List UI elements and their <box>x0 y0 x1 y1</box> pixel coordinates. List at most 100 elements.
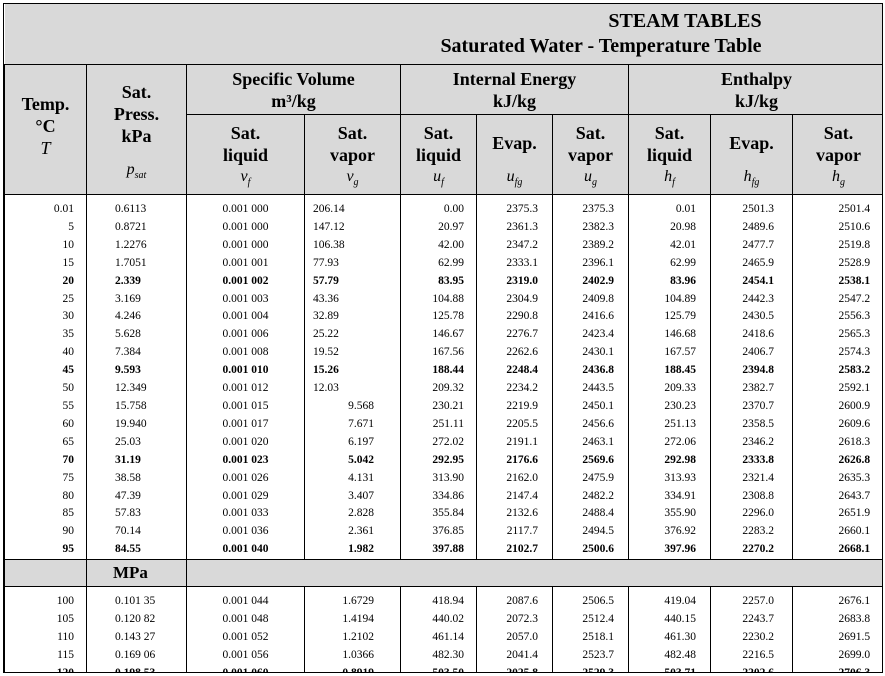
vg-cell: 7.671 <box>304 415 401 434</box>
hfg-cell: 2243.7 <box>710 611 793 629</box>
vg-symsub: g <box>353 177 359 188</box>
pressure-cell: 31.19 <box>86 451 187 470</box>
temp-cell: 30 <box>4 308 87 327</box>
uf-cell: 376.85 <box>400 523 477 542</box>
table-row: 100 0.101 35 0.001 044 1.6729 418.94 2087.6 25… <box>4 593 882 612</box>
ufg-cell: 2205.5 <box>476 415 553 434</box>
table-row: 5 0.8721 0.001 000 147.12 20.97 2361.3 2382.3 2… <box>4 218 882 237</box>
hf-cell: 251.13 <box>628 415 711 434</box>
ufg-header: Evap. ufg <box>476 114 553 195</box>
ug-cell: 2482.2 <box>552 487 629 506</box>
pressure-cell: 15.758 <box>86 397 187 416</box>
hfg-cell: 2454.1 <box>710 272 793 291</box>
vg-symbol: vg <box>305 166 400 194</box>
uf-cell: 125.78 <box>400 308 477 327</box>
hg-cell: 2519.8 <box>791 236 882 255</box>
hg-cell: 2547.2 <box>791 290 882 309</box>
table-row: 20 2.339 0.001 002 57.79 83.95 2319.0 2402.9 83… <box>4 272 882 291</box>
hg-cell: 2626.8 <box>791 451 882 470</box>
hfg-cell: 2216.5 <box>710 646 793 665</box>
hfg-cell: 2321.4 <box>710 469 793 488</box>
vg-cell: 0.8919 <box>304 664 401 672</box>
table-row: 70 31.19 0.001 023 5.042 292.95 2176.6 2569.6 2… <box>4 451 882 470</box>
hg-cell: 2643.7 <box>791 487 882 506</box>
hfg-sym: h <box>743 167 752 185</box>
table-title: STEAM TABLES Saturated Water - Temperatu… <box>4 4 882 65</box>
vg-cell: 15.26 <box>304 362 401 381</box>
mpa-separator-row: MPa <box>4 559 882 588</box>
vg-cell: 147.12 <box>304 218 401 237</box>
temp-cell: 100 <box>4 593 87 612</box>
vf-cell: 0.001 023 <box>186 451 305 470</box>
pressure-cell: 9.593 <box>86 362 187 381</box>
hg-cell: 2538.1 <box>791 272 882 291</box>
vf-cell: 0.001 000 <box>186 201 305 219</box>
ufg-cell: 2219.9 <box>476 397 553 416</box>
pressure-cell: 0.101 35 <box>86 593 187 612</box>
press-header: Sat. Press. kPa psat <box>86 64 187 195</box>
uf-cell: 209.32 <box>400 380 477 398</box>
ug-cell: 2463.1 <box>552 433 629 452</box>
int-energy-unit: kJ/kg <box>492 90 537 111</box>
temp-cell: 85 <box>4 505 87 524</box>
uf-cell: 418.94 <box>400 593 477 612</box>
ug-header-l1: Sat. <box>575 122 606 143</box>
pressure-cell: 0.6113 <box>86 201 187 219</box>
hf-header-l2: liquid <box>646 144 693 165</box>
temp-cell: 55 <box>4 397 87 416</box>
ug-cell: 2500.6 <box>552 541 629 561</box>
pressure-cell: 0.120 82 <box>86 611 187 629</box>
hf-cell: 0.01 <box>628 201 711 219</box>
int-energy-title: Internal Energy <box>452 68 577 89</box>
uf-cell: 292.95 <box>400 451 477 470</box>
hfg-cell: 2296.0 <box>710 505 793 524</box>
hfg-cell: 2394.8 <box>710 362 793 381</box>
hf-cell: 104.89 <box>628 290 711 309</box>
ug-cell: 2396.1 <box>552 254 629 273</box>
pressure-cell: 25.03 <box>86 433 187 452</box>
hfg-header: Evap. hfg <box>710 114 793 195</box>
hfg-cell: 2333.8 <box>710 451 793 470</box>
vg-cell: 4.131 <box>304 469 401 488</box>
uf-symsub: f <box>441 177 444 188</box>
temp-header-label: Temp. <box>21 94 70 114</box>
hfg-cell: 2270.2 <box>710 541 793 561</box>
ufg-cell: 2333.1 <box>476 254 553 273</box>
vg-cell: 1.0366 <box>304 646 401 665</box>
hg-header-l1: Sat. <box>823 122 854 143</box>
vf-cell: 0.001 044 <box>186 593 305 612</box>
uf-cell: 83.95 <box>400 272 477 291</box>
vg-cell: 57.79 <box>304 272 401 291</box>
uf-cell: 334.86 <box>400 487 477 506</box>
uf-cell: 461.14 <box>400 628 477 647</box>
temp-cell: 110 <box>4 628 87 647</box>
hf-symbol: hf <box>629 166 710 194</box>
enthalpy-header: Enthalpy kJ/kg <box>627 64 882 115</box>
table-row: 25 3.169 0.001 003 43.36 104.88 2304.9 2409.8 1… <box>4 290 882 309</box>
vf-cell: 0.001 012 <box>186 380 305 398</box>
hf-cell: 461.30 <box>628 628 711 647</box>
uf-cell: 62.99 <box>400 254 477 273</box>
ug-cell: 2409.8 <box>552 290 629 309</box>
vg-cell: 1.2102 <box>304 628 401 647</box>
ufg-cell: 2234.2 <box>476 380 553 398</box>
temp-cell: 105 <box>4 611 87 629</box>
hg-cell: 2510.6 <box>791 218 882 237</box>
vf-symsub: f <box>247 177 251 188</box>
uf-cell: 146.67 <box>400 326 477 345</box>
temp-header: Temp. °C T <box>4 64 87 195</box>
hg-cell: 2635.3 <box>791 469 882 488</box>
pressure-cell: 0.198 53 <box>86 664 187 672</box>
uf-symbol: uf <box>401 166 476 194</box>
hf-cell: 503.71 <box>628 664 711 672</box>
ug-cell: 2488.4 <box>552 505 629 524</box>
uf-cell: 482.30 <box>400 646 477 665</box>
ufg-cell: 2132.6 <box>476 505 553 524</box>
temp-cell: 80 <box>4 487 87 506</box>
ufg-cell: 2087.6 <box>476 593 553 612</box>
steam-table: STEAM TABLES Saturated Water - Temperatu… <box>4 4 882 672</box>
hfg-cell: 2358.5 <box>710 415 793 434</box>
temp-cell: 65 <box>4 433 87 452</box>
table-row: 35 5.628 0.001 006 25.22 146.67 2276.7 2423.4 1… <box>4 326 882 345</box>
ufg-cell: 2176.6 <box>476 451 553 470</box>
